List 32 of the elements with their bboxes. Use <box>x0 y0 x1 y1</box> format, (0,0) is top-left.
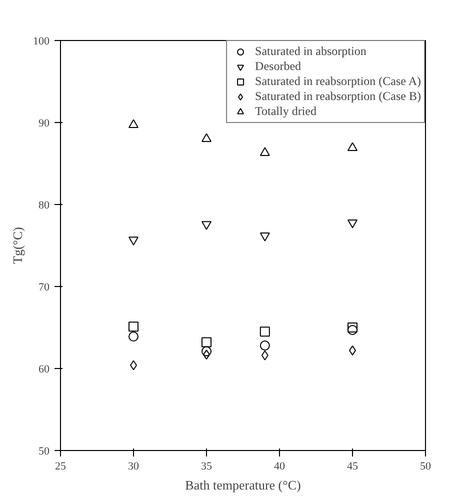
point <box>348 324 358 335</box>
point <box>128 119 138 128</box>
y-tick-label: 100 <box>33 36 50 48</box>
x-tick-label: 35 <box>201 460 212 472</box>
y-tick-label: 60 <box>38 364 50 376</box>
legend-label: Saturated in absorption <box>255 44 366 59</box>
x-tick-label: 25 <box>55 460 66 472</box>
y-tick-label: 90 <box>38 118 50 130</box>
y-axis-title: Tg(°C) <box>10 227 25 264</box>
x-tick-label: 30 <box>128 460 140 472</box>
point <box>348 322 358 332</box>
point <box>202 346 212 356</box>
legend-label: Saturated in reabsorption (Case B) <box>255 89 421 104</box>
legend-label: Totally dried <box>255 104 317 119</box>
point <box>261 350 268 360</box>
y-tick-label: 70 <box>38 282 50 294</box>
point <box>202 133 212 142</box>
point <box>260 147 270 156</box>
x-axis-title: Bath temperature (°C) <box>185 478 301 492</box>
point <box>202 337 212 348</box>
point <box>260 340 270 351</box>
point <box>128 332 138 342</box>
y-tick-label: 80 <box>38 200 50 212</box>
point <box>128 322 138 332</box>
legend-label: Saturated in reabsorption (Case A) <box>255 74 421 89</box>
x-tick-label: 45 <box>347 460 358 472</box>
x-tick-label: 40 <box>274 460 286 472</box>
point <box>348 142 358 152</box>
legend-label: Desorbed <box>255 59 302 74</box>
y-tick-label: 50 <box>38 446 50 458</box>
x-tick-label: 50 <box>420 460 432 472</box>
point <box>260 326 270 337</box>
